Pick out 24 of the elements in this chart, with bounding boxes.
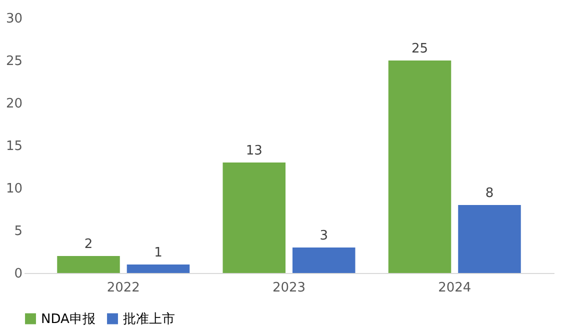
x-tick-label: 2022 [106,280,140,296]
y-tick-label: 15 [6,139,22,154]
data-label: 8 [485,186,494,201]
bar [292,248,356,273]
y-tick-label: 0 [14,266,22,282]
y-tick-label: 10 [6,182,22,196]
data-label: 3 [320,228,328,244]
y-tick-label: 25 [6,54,22,69]
legend-label: 批准上市 [123,312,175,327]
x-tick-label: 2024 [438,280,472,296]
y-tick-label: 20 [6,96,22,112]
bar [458,205,521,273]
data-label: 25 [411,42,428,56]
data-label: 13 [246,144,262,158]
bar [57,256,120,273]
y-tick-label: 30 [6,12,22,26]
x-tick-label: 2023 [272,280,306,296]
bar [222,162,286,273]
bar [126,264,190,273]
data-label: 1 [154,246,162,260]
bar [388,60,452,273]
legend-label: NDA申报 [41,312,96,327]
data-label: 2 [84,237,93,252]
y-tick-label: 5 [14,224,22,239]
